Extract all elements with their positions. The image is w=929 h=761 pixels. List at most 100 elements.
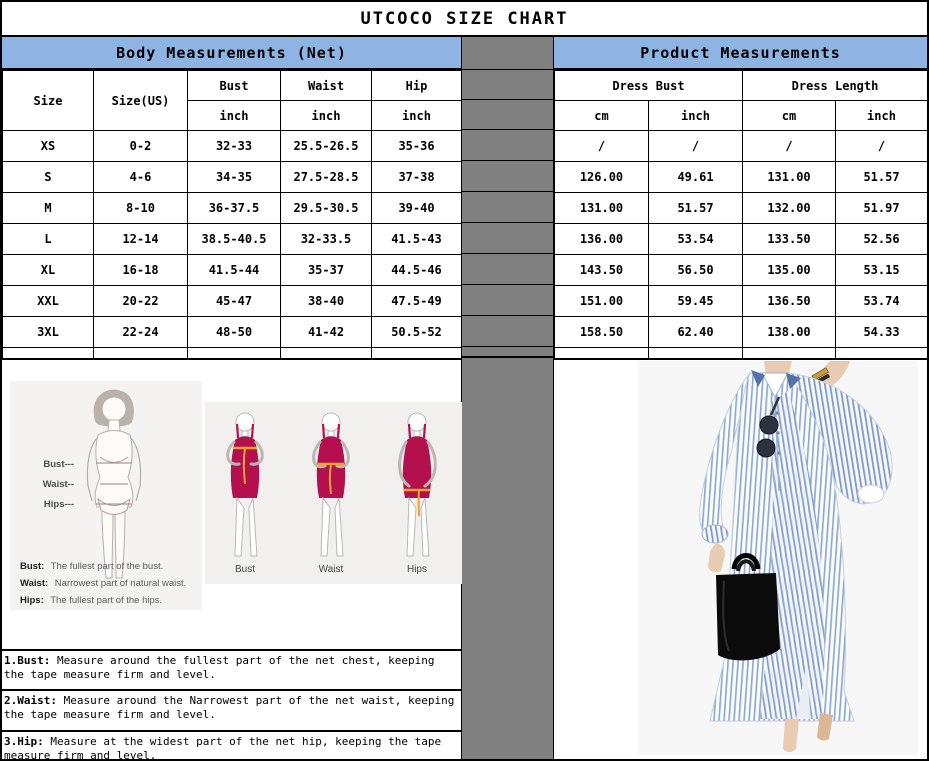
table-cell: 45-47 <box>187 285 281 317</box>
col-header-waist: Waist <box>280 70 372 101</box>
hips-measure-figure: Hips <box>398 412 437 575</box>
col-header-dress-bust: Dress Bust <box>554 70 743 101</box>
product-photo-area <box>554 360 927 760</box>
bust-figure-label: Bust <box>235 564 255 575</box>
waist-pointer-label: Waist-- <box>43 479 74 490</box>
table-row: 131.00 51.57 132.00 51.97 <box>554 192 927 224</box>
table-row: 136.00 53.54 133.50 52.56 <box>554 223 927 255</box>
table-cell: 54.33 <box>834 316 927 348</box>
divider-column <box>461 37 554 759</box>
instruction-hip: 3.Hip: Measure at the widest part of the… <box>2 730 461 759</box>
model-photo <box>638 360 918 755</box>
unit-label: cm <box>554 100 649 131</box>
table-row: L 12-14 38.5-40.5 32-33.5 41.5-43 <box>2 223 462 255</box>
instruction-bust-text: Measure around the fullest part of the n… <box>4 654 435 682</box>
dress-shape <box>402 435 432 498</box>
table-cell: XL <box>2 254 94 286</box>
instruction-waist: 2.Waist: Measure around the Narrowest pa… <box>2 689 461 730</box>
table-cell: M <box>2 192 94 224</box>
table-cell: 47.5-49 <box>371 285 462 317</box>
spacer-cell <box>371 347 462 360</box>
spacer-cell <box>187 347 281 360</box>
svg-text:Waist: Narrowest: Waist: Narrowest part of natural waist. <box>20 578 186 589</box>
spacer-row <box>2 347 462 360</box>
unit-label: inch <box>187 100 281 131</box>
table-cell: 12-14 <box>93 223 188 255</box>
instruction-bust: 1.Bust: Measure around the fullest part … <box>2 649 461 689</box>
product-measurements-header: Product Measurements <box>554 37 927 70</box>
table-cell: 138.00 <box>742 316 836 348</box>
table-row: XXL 20-22 45-47 38-40 47.5-49 <box>2 285 462 317</box>
table-row: 3XL 22-24 48-50 41-42 50.5-52 <box>2 316 462 348</box>
table-unit-row: cm inch cm inch <box>554 100 927 131</box>
table-cell: / <box>742 130 836 162</box>
table-cell: 38-40 <box>280 285 372 317</box>
foot-right <box>817 712 833 741</box>
body-measurements-table: Size Size(US) Bust Waist Hip inch inch i… <box>2 70 462 360</box>
left-cuff <box>701 524 729 543</box>
striped-dress-illustration <box>638 360 918 755</box>
note-waist-text: Narrowest part of natural waist. <box>55 578 186 589</box>
spacer-cell <box>93 347 188 360</box>
table-cell: 52.56 <box>834 223 927 255</box>
body-outline-diagram: Bust--- Waist-- Hips--- Bust: The fulles… <box>10 380 202 610</box>
table-row: 143.50 56.50 135.00 53.15 <box>554 254 927 286</box>
spacer-cell <box>554 347 649 360</box>
col-header-hip: Hip <box>371 70 462 101</box>
spacer-cell <box>648 347 743 360</box>
table-cell: 51.57 <box>834 161 927 193</box>
product-table-body: / / //126.00 49.61 131.00 51.57 131.00 51.57 132… <box>554 130 927 348</box>
instruction-hip-label: 3.Hip: <box>4 735 44 748</box>
waist-measure-figure: Waist <box>312 412 350 575</box>
table-cell: 41.5-43 <box>371 223 462 255</box>
table-cell: L <box>2 223 94 255</box>
table-cell: 35-36 <box>371 130 462 162</box>
table-cell: 4-6 <box>93 161 188 193</box>
col-header-bust: Bust <box>187 70 281 101</box>
table-header-row: Dress Bust Dress Length <box>554 70 927 101</box>
body-measurements-header: Body Measurements (Net) <box>2 37 461 70</box>
unit-label: inch <box>648 100 743 131</box>
table-cell: 135.00 <box>742 254 836 286</box>
instruction-bust-label: 1.Bust: <box>4 654 51 667</box>
bust-pointer-label: Bust--- <box>43 459 74 470</box>
table-cell: 32-33.5 <box>280 223 372 255</box>
table-cell: 50.5-52 <box>371 316 462 348</box>
measuring-instructions: 1.Bust: Measure around the fullest part … <box>2 649 461 759</box>
table-cell: 32-33 <box>187 130 281 162</box>
table-row: XL 16-18 41.5-44 35-37 44.5-46 <box>2 254 462 286</box>
table-cell: 126.00 <box>554 161 649 193</box>
table-cell: 59.45 <box>648 285 743 317</box>
foot-left <box>783 718 799 752</box>
svg-text:Hips: The fulles: Hips: The fullest part of the hips. <box>20 595 162 606</box>
table-cell: 151.00 <box>554 285 649 317</box>
table-cell: 132.00 <box>742 192 836 224</box>
table-cell: S <box>2 161 94 193</box>
table-cell: 53.74 <box>834 285 927 317</box>
collar-v <box>761 372 789 398</box>
table-cell: 35-37 <box>280 254 372 286</box>
right-cuff <box>857 484 885 503</box>
note-hips-label: Hips: <box>20 595 44 606</box>
hem-slit <box>796 665 811 719</box>
table-row: / / / / <box>554 130 927 162</box>
table-cell: 29.5-30.5 <box>280 192 372 224</box>
how-to-measure-box: Bust <box>205 401 462 584</box>
instruction-waist-text: Measure around the Narrowest part of the… <box>4 694 455 722</box>
table-cell: 56.50 <box>648 254 743 286</box>
page-title: UTCOCO SIZE CHART <box>2 2 927 37</box>
table-cell: 20-22 <box>93 285 188 317</box>
left-hand <box>708 542 725 572</box>
table-cell: 34-35 <box>187 161 281 193</box>
collar-left <box>751 369 765 387</box>
note-hips-text: The fullest part of the hips. <box>50 595 162 606</box>
table-row: XS 0-2 32-33 25.5-26.5 35-36 <box>2 130 462 162</box>
torso-outline <box>94 429 134 507</box>
spacer-cell <box>280 347 372 360</box>
table-cell: 53.15 <box>834 254 927 286</box>
body-diagram-box: Bust--- Waist-- Hips--- Bust: The fulles… <box>10 380 202 610</box>
hips-pointer-label: Hips--- <box>44 499 74 510</box>
table-cell: 3XL <box>2 316 94 348</box>
table-cell: 133.50 <box>742 223 836 255</box>
